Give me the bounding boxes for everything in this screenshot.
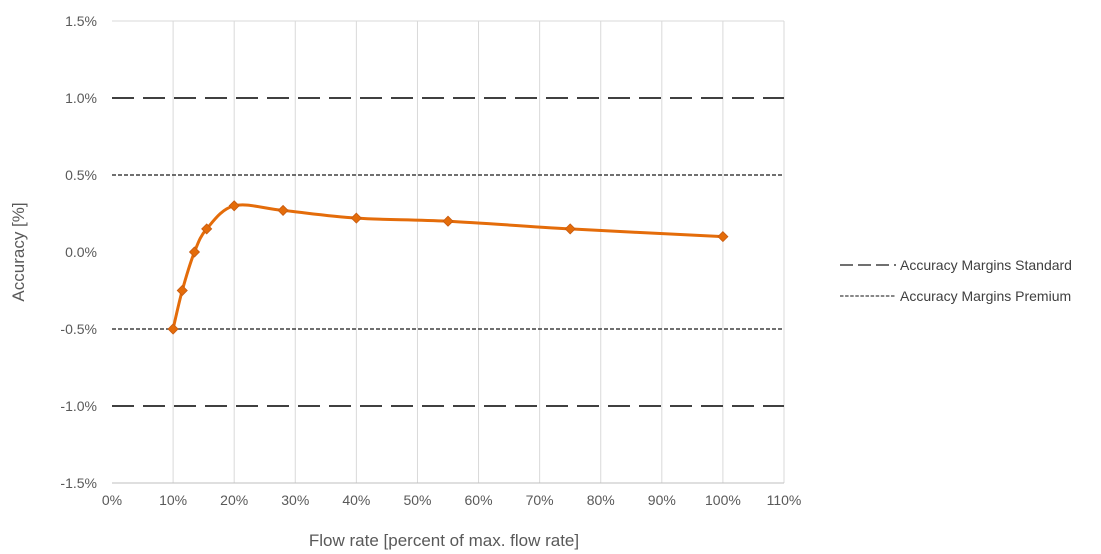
y-tick-labels: 1.5% 1.0% 0.5% 0.0% -0.5% -1.0% -1.5% [60, 13, 97, 491]
x-tick-label-0: 0% [102, 492, 122, 508]
x-tick-label-10: 10% [159, 492, 187, 508]
vertical-gridlines [172, 21, 785, 483]
x-tick-labels: 0% 10% 20% 30% 40% 50% 60% 70% 80% 90% 100% 110% [102, 492, 802, 508]
x-tick-label-30: 30% [281, 492, 309, 508]
x-tick-label-20: 20% [220, 492, 248, 508]
x-tick-label-80: 80% [587, 492, 615, 508]
y-tick-label-0.5: 0.5% [65, 167, 97, 183]
x-tick-label-90: 90% [648, 492, 676, 508]
data-point-10 [167, 323, 179, 335]
y-tick-label-1.5: 1.5% [65, 13, 97, 29]
y-tick-label--1.5: -1.5% [60, 475, 97, 491]
reference-lines [112, 97, 784, 407]
y-tick-label--0.5: -0.5% [60, 321, 97, 337]
data-point-11.5 [176, 284, 188, 297]
legend-label-standard: Accuracy Margins Standard [900, 257, 1072, 273]
data-point-55 [442, 215, 454, 227]
data-point-75 [564, 223, 576, 235]
x-tick-label-60: 60% [465, 492, 493, 508]
x-tick-label-110: 110% [767, 492, 802, 508]
y-tick-label-1: 1.0% [65, 90, 97, 106]
x-tick-label-40: 40% [342, 492, 370, 508]
x-tick-label-100: 100% [705, 492, 741, 508]
data-point-15.5 [201, 223, 213, 235]
y-axis-title: Accuracy [%] [9, 202, 28, 301]
data-point-13.5 [188, 246, 201, 258]
data-point-28 [277, 204, 289, 216]
y-tick-label-0: 0.0% [65, 244, 97, 260]
data-point-20 [228, 200, 240, 212]
data-point-40 [350, 212, 362, 224]
series-group [167, 200, 729, 335]
x-tick-label-70: 70% [526, 492, 554, 508]
data-point-100 [717, 231, 729, 243]
legend-label-premium: Accuracy Margins Premium [900, 288, 1071, 304]
x-axis-title: Flow rate [percent of max. flow rate] [309, 531, 579, 550]
legend: Accuracy Margins Standard Accuracy Margi… [840, 257, 1072, 304]
y-tick-label--1: -1.0% [60, 398, 97, 414]
x-tick-label-50: 50% [403, 492, 431, 508]
